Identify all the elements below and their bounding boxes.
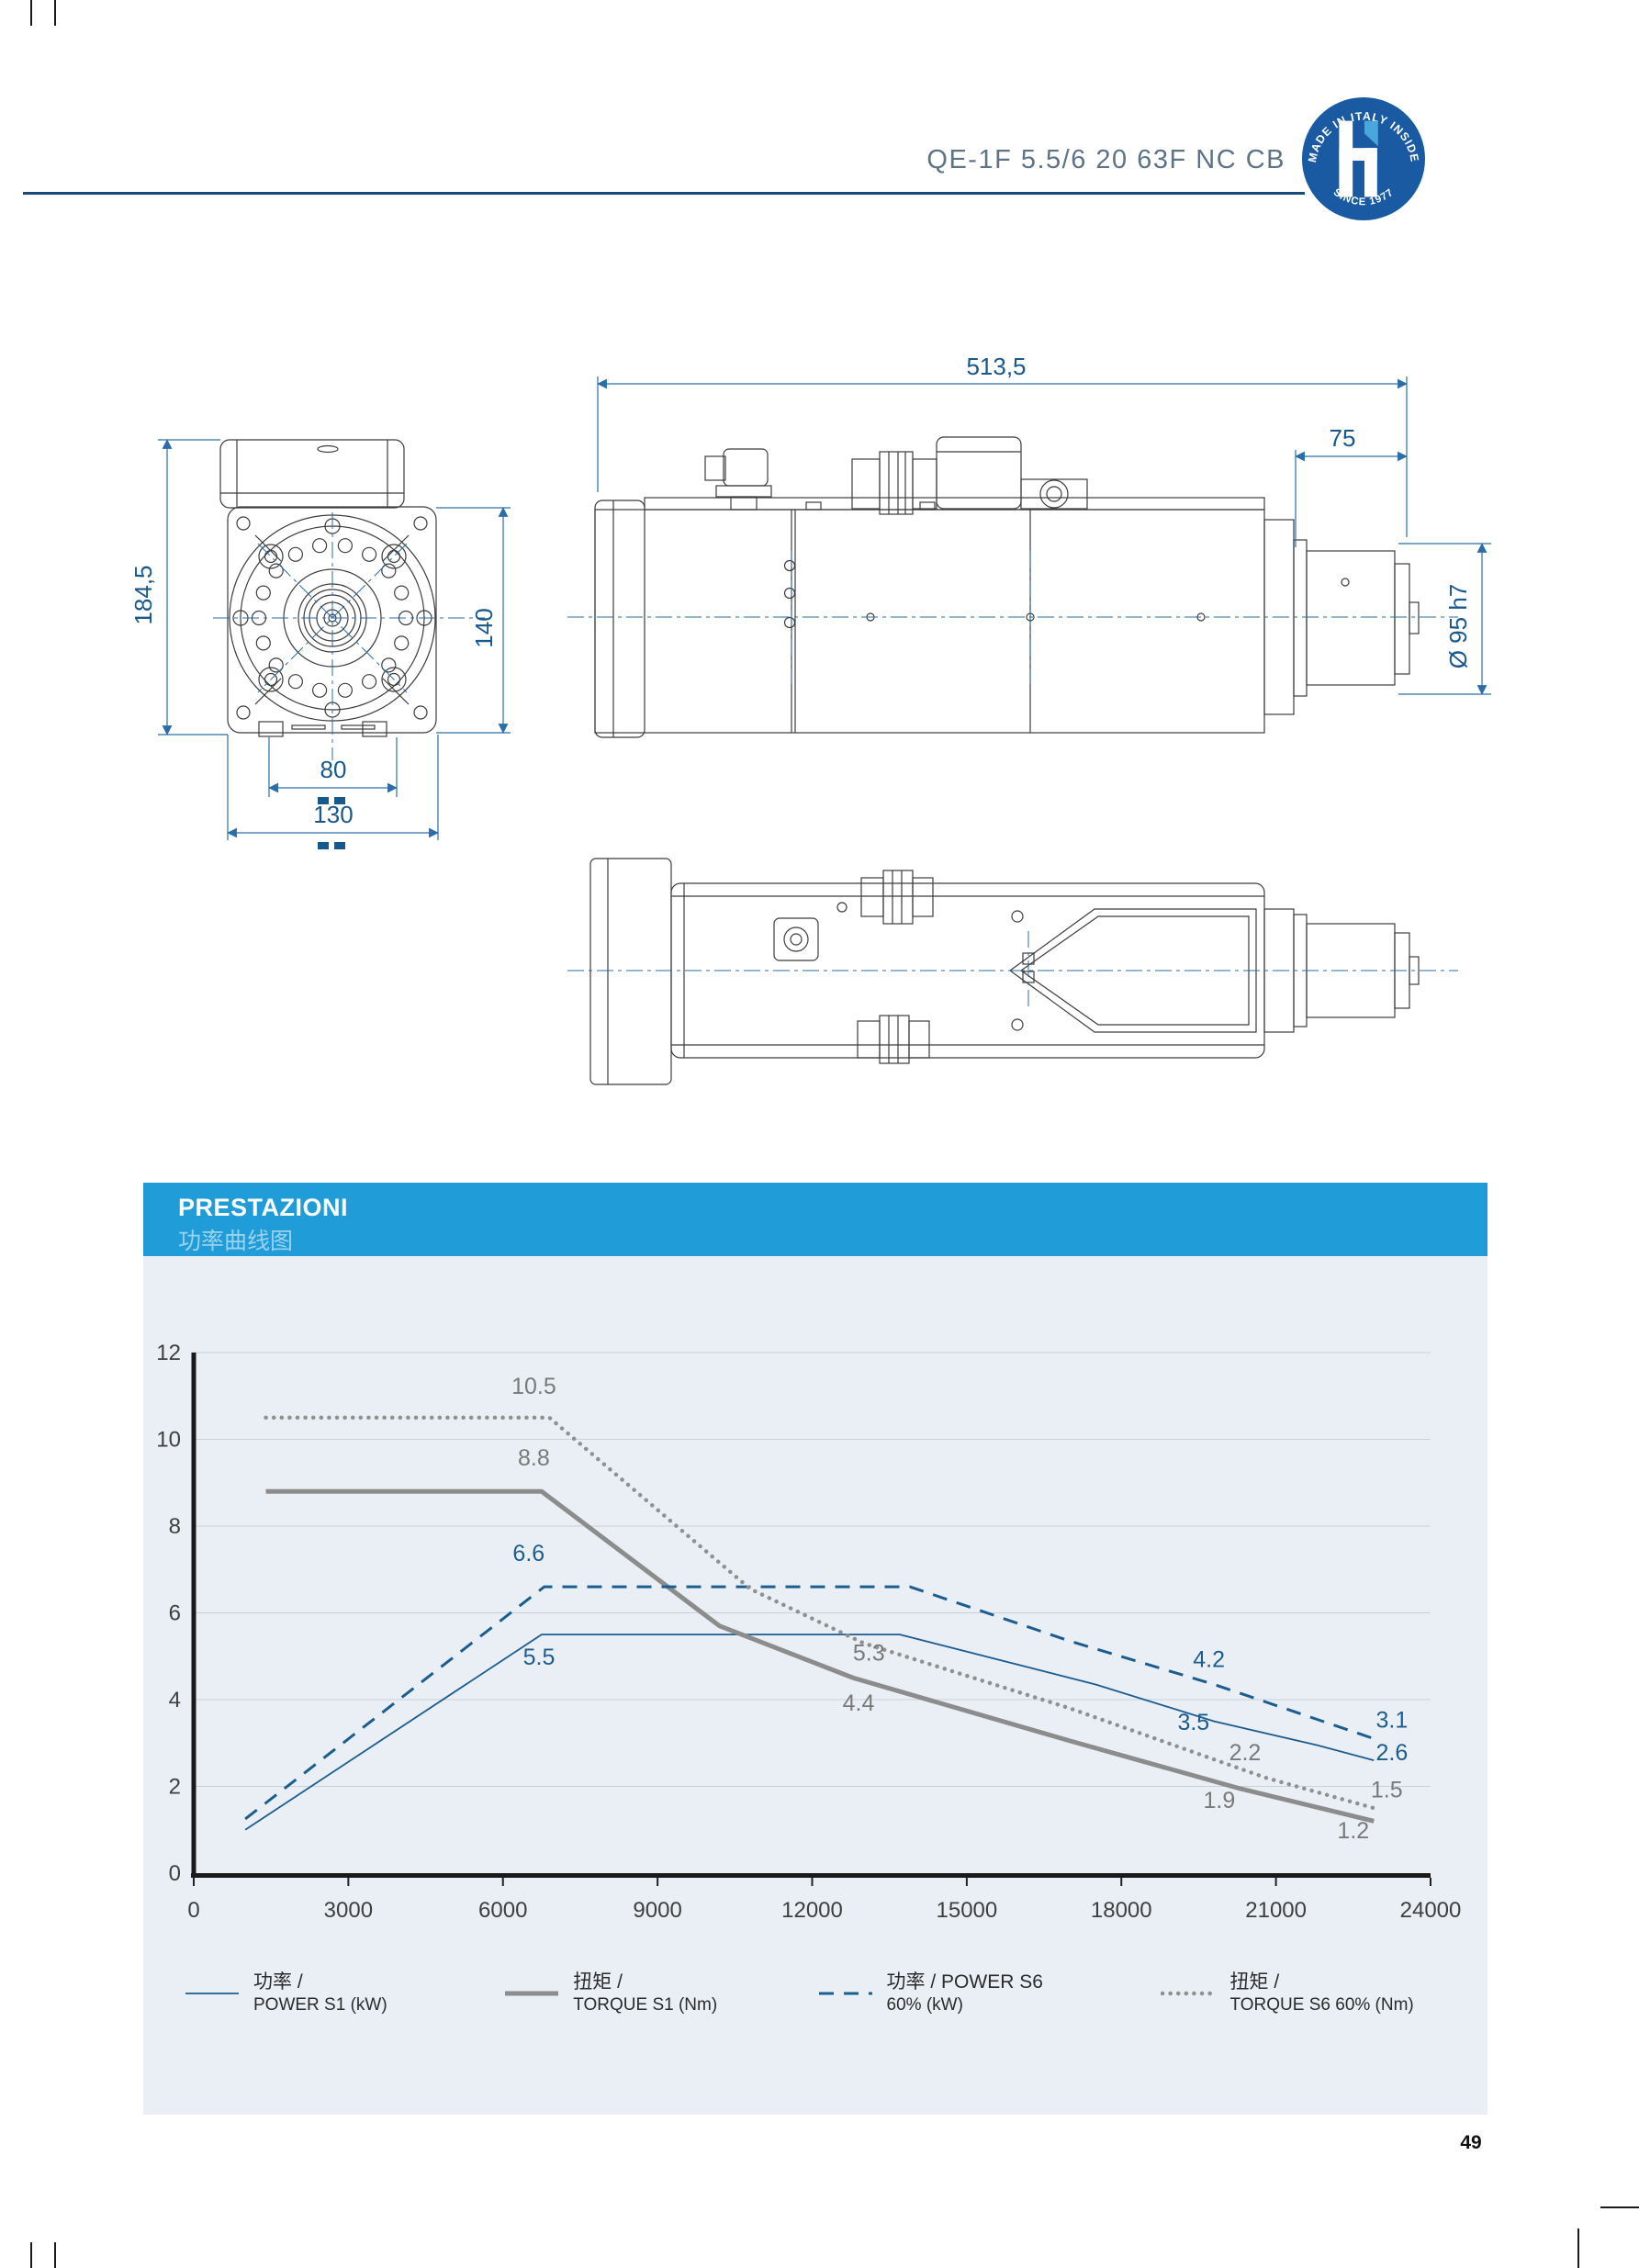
crop-mark: [30, 2242, 32, 2268]
x-tick-label: 12000: [781, 1898, 843, 1923]
value-label: 3.1: [1376, 1708, 1409, 1734]
series-dashed: [244, 1585, 1375, 1821]
value-label: 1.9: [1204, 1788, 1236, 1813]
chart-legend: 功率 / POWER S1 (kW) 扭矩 / TORQUE S1 (Nm) 功率 / …: [184, 1970, 1460, 2016]
dim-height-total: 184,5: [129, 565, 157, 624]
top-view-centerlines: [567, 931, 1458, 1010]
legend-label-line1: 功率 / POWER S6: [886, 1971, 1043, 1993]
y-tick-label: 8: [169, 1514, 181, 1539]
legend-item: 功率 / POWER S1 (kW): [184, 1970, 503, 2016]
legend-label: 扭矩 / TORQUE S6 60% (Nm): [1230, 1970, 1414, 2016]
legend-label-line1: 扭矩 /: [1229, 1971, 1280, 1993]
value-label: 10.5: [511, 1374, 556, 1399]
value-label: 4.2: [1193, 1647, 1225, 1673]
series-solid-thin: [244, 1634, 1375, 1831]
page-number: 49: [1460, 2132, 1482, 2153]
x-tick-label: 24000: [1400, 1898, 1462, 1923]
page-title: QE-1F 5.5/6 20 63F NC CB: [926, 145, 1285, 174]
equality-marks: [318, 797, 345, 849]
legend-swatch-dotted: [1160, 1991, 1218, 1996]
series-solid-thick: [265, 1488, 1375, 1824]
crop-mark: [1600, 2206, 1639, 2208]
y-tick-label: 10: [156, 1428, 181, 1453]
panel-header: PRESTAZIONI 功率曲线图: [143, 1183, 1487, 1256]
performance-chart: 0 2 4 6 8 10 12 0 3000 6000 9000 12000 15000 18000 210…: [156, 1341, 1462, 1923]
x-tick-label: 21000: [1245, 1898, 1307, 1923]
value-label: 5.3: [853, 1640, 885, 1666]
x-tick-label: 15000: [937, 1898, 998, 1923]
legend-label-line2: POWER S1 (kW): [253, 1995, 387, 2015]
x-tick-label: 6000: [478, 1898, 527, 1923]
x-tick-label: 9000: [633, 1898, 681, 1923]
corner-socket-bolts: [258, 544, 407, 692]
dim-foot-spacing: 80: [320, 756, 347, 783]
dim-nose-length: 75: [1330, 424, 1356, 452]
dim-nose-diameter: Ø 95 h7: [1444, 584, 1472, 669]
front-view-drawing: [219, 439, 437, 737]
dim-height-body: 140: [470, 608, 498, 647]
crop-mark: [1577, 2229, 1579, 2268]
legend-item: 功率 / POWER S6 60% (kW): [817, 1970, 1161, 2016]
crop-mark: [54, 2242, 56, 2268]
legend-label-line1: 功率 /: [253, 1971, 303, 1993]
legend-label-line2: TORQUE S1 (Nm): [573, 1995, 718, 2015]
x-tick-label: 18000: [1091, 1898, 1152, 1923]
legend-label-line1: 扭矩 /: [573, 1971, 623, 1993]
side-view-centerlines: [567, 551, 1458, 684]
legend-item: 扭矩 / TORQUE S1 (Nm): [503, 1970, 816, 2016]
legend-label-line2: TORQUE S6 60% (Nm): [1229, 1995, 1414, 2015]
dim-length-total: 513,5: [966, 353, 1026, 380]
x-axis: [191, 1873, 1431, 1878]
front-view-dim-text: 184,5 140 80 130: [129, 565, 498, 849]
top-view-drawing: [589, 858, 1420, 1085]
performance-panel: PRESTAZIONI 功率曲线图 0 2 4 6 8 10 12 0 3000 6000 9000…: [143, 1183, 1487, 2115]
y-tick-label: 2: [169, 1775, 181, 1800]
value-label: 8.8: [518, 1445, 550, 1471]
value-label: 1.5: [1371, 1777, 1403, 1802]
section-title: PRESTAZIONI: [178, 1194, 349, 1221]
side-view-dimensions: [597, 376, 1491, 695]
y-tick-label: 0: [169, 1861, 181, 1886]
front-view-centerlines: [213, 512, 485, 760]
h-logo: [1339, 120, 1378, 197]
legend-label: 功率 / POWER S6 60% (kW): [887, 1970, 1043, 2016]
legend-swatch-dashed: [818, 1992, 872, 1995]
made-in-italy-badge: MADE IN ITALY INSIDE SINCE 1977: [1301, 96, 1426, 221]
legend-label: 功率 / POWER S1 (kW): [253, 1970, 387, 2016]
crop-mark: [54, 0, 56, 26]
value-label: 6.6: [512, 1541, 544, 1566]
dim-width: 130: [313, 801, 353, 828]
crop-mark: [30, 0, 32, 26]
value-label: 2.2: [1229, 1740, 1262, 1766]
legend-swatch-solid-thick: [505, 1991, 559, 1996]
x-tick-label: 0: [187, 1898, 199, 1923]
y-tick-label: 6: [169, 1601, 181, 1626]
value-label: 1.2: [1337, 1818, 1369, 1844]
y-tick-label: 12: [156, 1341, 181, 1365]
legend-label: 扭矩 / TORQUE S1 (Nm): [573, 1970, 717, 2016]
y-tick-label: 4: [169, 1688, 181, 1712]
header-rule: [23, 192, 1305, 195]
value-label: 3.5: [1177, 1710, 1209, 1735]
value-label: 2.6: [1376, 1740, 1409, 1766]
y-axis: [191, 1353, 196, 1878]
legend-label-line2: 60% (kW): [886, 1995, 963, 2015]
value-label: 4.4: [843, 1690, 875, 1716]
series-dotted: [264, 1415, 1376, 1811]
side-view-dim-text: 513,5 75 Ø 95 h7: [966, 353, 1472, 668]
front-view-dimensions: [158, 439, 511, 840]
value-label: 5.5: [523, 1645, 556, 1670]
bolt-circle: [251, 538, 414, 698]
section-subtitle: 功率曲线图: [178, 1229, 294, 1254]
legend-item: 扭矩 / TORQUE S6 60% (Nm): [1160, 1970, 1460, 2016]
x-tick-label: 3000: [324, 1898, 373, 1923]
legend-swatch-solid-thin: [185, 1993, 239, 1994]
